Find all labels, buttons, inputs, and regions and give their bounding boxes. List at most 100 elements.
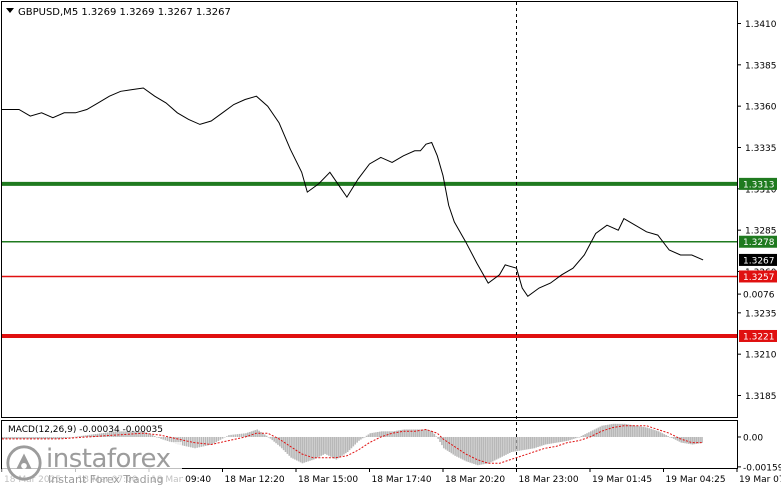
macd-bar	[26, 436, 28, 439]
current-price-bg	[739, 253, 777, 266]
macd-bar	[484, 436, 487, 464]
macd-bar	[352, 436, 355, 447]
macd-bar	[341, 436, 343, 456]
macd-bar	[482, 436, 485, 465]
macd-bar	[576, 436, 579, 438]
macd-bar	[525, 436, 528, 450]
macd-bar	[684, 436, 686, 444]
macd-bar	[360, 436, 362, 440]
macd-bar	[539, 436, 541, 447]
macd-bar	[34, 436, 36, 439]
macd-bar	[409, 429, 411, 437]
macd-bar	[640, 426, 643, 437]
macd-bar	[200, 436, 203, 447]
macd-bar	[375, 432, 377, 437]
macd-bar	[701, 436, 703, 443]
macd-bar	[595, 428, 598, 437]
macd-bar	[510, 436, 513, 453]
macd-bar	[365, 435, 368, 437]
price-tick-label: 1.3235	[745, 309, 777, 319]
macd-bar	[30, 436, 32, 439]
macd-bar	[333, 436, 336, 459]
symbol-dropdown-icon[interactable]	[6, 8, 14, 13]
macd-bar	[88, 434, 91, 437]
macd-bar	[433, 433, 436, 437]
macd-bar	[339, 436, 341, 458]
macd-bar	[303, 436, 306, 463]
macd-bar	[80, 435, 83, 437]
macd-bar	[151, 435, 154, 437]
macd-bar	[260, 431, 262, 437]
macd-bar	[111, 431, 113, 437]
macd-bar	[550, 436, 553, 444]
macd-bar	[350, 436, 353, 449]
macd-bar	[686, 436, 688, 444]
macd-bar	[335, 436, 338, 460]
price-tick-label: 1.3210	[745, 351, 777, 361]
macd-bar	[74, 436, 77, 438]
macd-bar	[356, 436, 358, 443]
macd-tick-label: -0.00159	[743, 463, 781, 473]
macd-bar	[661, 433, 664, 437]
macd-bar	[554, 436, 556, 443]
macd-bar	[86, 435, 89, 437]
macd-bar	[90, 434, 93, 437]
macd-bar	[639, 426, 641, 437]
macd-bar	[44, 436, 47, 439]
macd-bar	[512, 436, 515, 452]
macd-bar	[358, 436, 360, 441]
macd-bar	[403, 429, 406, 437]
macd-bar	[232, 434, 234, 437]
macd-bar	[516, 436, 519, 452]
macd-bar	[427, 430, 430, 437]
macd-bar	[219, 436, 222, 440]
macd-bar	[10, 436, 12, 439]
price-tick-label: 1.3385	[745, 61, 777, 71]
macd-bar	[54, 436, 57, 439]
macd-bar	[72, 436, 75, 438]
macd-bar	[665, 435, 667, 437]
macd-bar	[320, 436, 323, 456]
macd-bar	[213, 436, 215, 444]
level-label-bg	[739, 235, 777, 248]
macd-bar	[316, 436, 319, 458]
macd-bar	[394, 431, 396, 437]
price-panel-frame	[1, 1, 738, 418]
macd-bar	[642, 426, 645, 437]
macd-bar	[162, 436, 165, 440]
chart-header: GBPUSD,M5 1.3269 1.3269 1.3267 1.3267 MA…	[6, 7, 231, 435]
brand-name: instaforex	[46, 444, 171, 474]
macd-bar	[92, 434, 95, 437]
macd-bar	[559, 436, 562, 442]
macd-bar	[480, 436, 483, 465]
macd-bar	[48, 436, 51, 439]
macd-bar	[307, 436, 309, 462]
macd-bar	[318, 436, 321, 457]
macd-bar	[299, 436, 302, 463]
macd-bar	[104, 432, 107, 437]
macd-bar	[354, 436, 357, 445]
macd-bar	[467, 436, 470, 463]
macd-bar	[633, 425, 635, 437]
macd-bar	[412, 429, 415, 437]
macd-bar	[198, 436, 201, 448]
macd-bar	[591, 430, 594, 437]
macd-bar	[578, 436, 581, 438]
macd-bar	[386, 431, 389, 437]
macd-bar	[392, 431, 394, 437]
macd-bar	[275, 436, 277, 444]
macd-bar	[209, 436, 211, 445]
macd-bar	[100, 433, 103, 437]
macd-bar	[314, 436, 317, 459]
macd-bar	[384, 431, 387, 437]
macd-bar	[284, 436, 287, 453]
macd-bar	[160, 436, 162, 439]
macd-bar	[282, 436, 285, 451]
macd-bar	[535, 436, 537, 448]
macd-bar	[250, 431, 253, 437]
macd-bar	[234, 434, 237, 437]
time-tick-label: 19 Mar 04:25	[666, 475, 726, 485]
macd-bar	[614, 423, 617, 437]
macd-bar	[252, 430, 255, 437]
macd-bar	[348, 436, 351, 451]
